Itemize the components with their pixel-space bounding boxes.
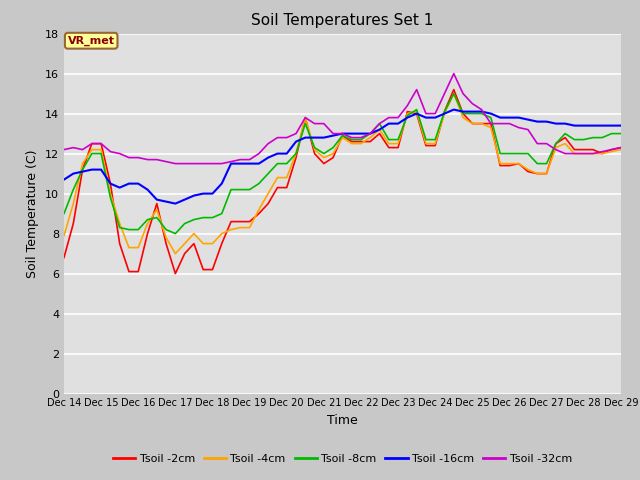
Tsoil -8cm <box>561 131 569 136</box>
Tsoil -8cm <box>60 211 68 216</box>
Tsoil -4cm <box>264 191 272 196</box>
Tsoil -16cm <box>366 131 374 136</box>
Tsoil -2cm <box>180 251 188 256</box>
Y-axis label: Soil Temperature (C): Soil Temperature (C) <box>26 149 40 278</box>
Tsoil -16cm <box>172 201 179 206</box>
X-axis label: Time: Time <box>327 414 358 427</box>
Tsoil -4cm <box>561 141 569 146</box>
Tsoil -4cm <box>60 233 68 239</box>
Tsoil -8cm <box>172 231 179 237</box>
Title: Soil Temperatures Set 1: Soil Temperatures Set 1 <box>252 13 433 28</box>
Tsoil -2cm <box>561 135 569 141</box>
Tsoil -16cm <box>60 177 68 182</box>
Tsoil -16cm <box>617 123 625 129</box>
Text: VR_met: VR_met <box>68 36 115 46</box>
Tsoil -8cm <box>180 221 188 227</box>
Line: Tsoil -32cm: Tsoil -32cm <box>64 73 621 164</box>
Line: Tsoil -2cm: Tsoil -2cm <box>64 90 621 274</box>
Tsoil -32cm <box>180 161 188 167</box>
Tsoil -32cm <box>60 147 68 153</box>
Tsoil -8cm <box>264 171 272 177</box>
Tsoil -4cm <box>617 147 625 153</box>
Tsoil -2cm <box>264 201 272 206</box>
Tsoil -16cm <box>180 197 188 203</box>
Tsoil -16cm <box>450 107 458 112</box>
Line: Tsoil -8cm: Tsoil -8cm <box>64 94 621 234</box>
Legend: Tsoil -2cm, Tsoil -4cm, Tsoil -8cm, Tsoil -16cm, Tsoil -32cm: Tsoil -2cm, Tsoil -4cm, Tsoil -8cm, Tsoi… <box>108 450 577 468</box>
Tsoil -4cm <box>172 251 179 256</box>
Tsoil -32cm <box>404 103 412 108</box>
Tsoil -8cm <box>617 131 625 136</box>
Tsoil -32cm <box>450 71 458 76</box>
Tsoil -32cm <box>366 131 374 136</box>
Tsoil -2cm <box>200 267 207 273</box>
Line: Tsoil -4cm: Tsoil -4cm <box>64 94 621 253</box>
Tsoil -8cm <box>366 131 374 136</box>
Tsoil -4cm <box>450 91 458 96</box>
Tsoil -32cm <box>561 151 569 156</box>
Line: Tsoil -16cm: Tsoil -16cm <box>64 109 621 204</box>
Tsoil -16cm <box>561 120 569 126</box>
Tsoil -2cm <box>450 87 458 93</box>
Tsoil -16cm <box>200 191 207 196</box>
Tsoil -16cm <box>404 115 412 120</box>
Tsoil -4cm <box>180 240 188 247</box>
Tsoil -2cm <box>617 144 625 150</box>
Tsoil -2cm <box>60 255 68 261</box>
Tsoil -8cm <box>200 215 207 220</box>
Tsoil -32cm <box>264 141 272 146</box>
Tsoil -8cm <box>450 91 458 96</box>
Tsoil -8cm <box>404 113 412 119</box>
Tsoil -2cm <box>404 108 412 114</box>
Tsoil -32cm <box>172 161 179 167</box>
Tsoil -32cm <box>617 144 625 150</box>
Tsoil -32cm <box>200 161 207 167</box>
Tsoil -4cm <box>200 240 207 247</box>
Tsoil -16cm <box>264 155 272 160</box>
Tsoil -4cm <box>404 111 412 117</box>
Tsoil -4cm <box>366 135 374 141</box>
Tsoil -2cm <box>366 139 374 144</box>
Tsoil -2cm <box>172 271 179 276</box>
